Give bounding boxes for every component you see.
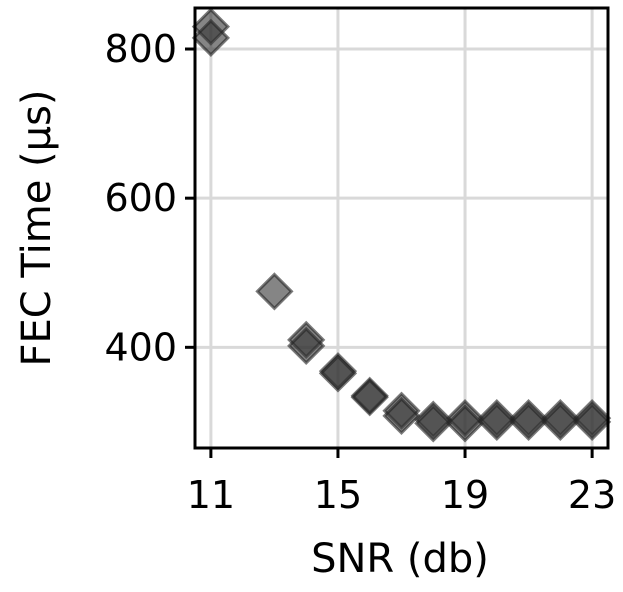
data-point [414,404,453,443]
grid-lines [195,8,608,448]
y-tick-label: 600 [104,176,177,220]
y-axis-label: FEC Time (μs) [14,89,60,366]
x-tick-label: 11 [187,473,235,517]
data-point [255,272,294,311]
data-point [382,396,421,436]
x-tick-label: 19 [441,473,489,517]
y-tick-label: 800 [104,27,177,71]
y-axis-ticks: 400 600 800 [104,27,195,369]
data-points [191,7,612,443]
data-point [350,378,389,417]
data-point [509,402,548,442]
y-tick-label: 400 [104,325,177,369]
data-point [191,18,231,57]
x-axis-ticks: 11 15 19 23 [187,448,616,517]
data-point [477,402,516,442]
x-axis-label: SNR (db) [311,536,489,582]
data-point [318,354,358,393]
data-point [541,402,580,442]
plot-frame [193,6,610,450]
data-point [287,326,326,365]
data-point [445,404,485,443]
data-point [572,402,612,442]
x-tick-label: 15 [314,473,362,517]
x-tick-label: 23 [568,473,616,517]
